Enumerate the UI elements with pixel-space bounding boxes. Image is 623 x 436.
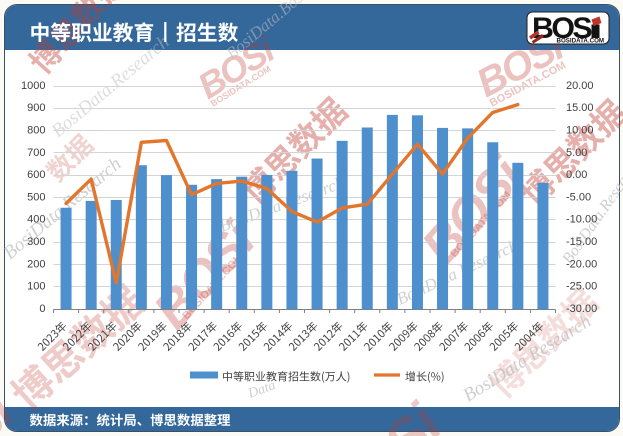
- svg-text:20.00: 20.00: [566, 80, 594, 92]
- svg-text:900: 900: [27, 102, 45, 114]
- svg-text:0: 0: [39, 303, 45, 315]
- svg-text:BOSIDATA.COM: BOSIDATA.COM: [557, 38, 605, 45]
- svg-text:-20.00: -20.00: [566, 258, 597, 270]
- svg-text:BosiData Research: BosiData Research: [460, 311, 595, 406]
- svg-text:500: 500: [27, 191, 45, 203]
- svg-text:700: 700: [27, 147, 45, 159]
- svg-text:-30.00: -30.00: [566, 303, 597, 315]
- svg-text:200: 200: [27, 258, 45, 270]
- svg-text:15.00: 15.00: [566, 102, 594, 114]
- svg-text:10.00: 10.00: [566, 125, 594, 137]
- svg-text:-25.00: -25.00: [566, 281, 597, 293]
- svg-text:800: 800: [27, 125, 45, 137]
- svg-text:100: 100: [27, 281, 45, 293]
- svg-text:5.00: 5.00: [566, 147, 587, 159]
- svg-text:Si: Si: [371, 391, 456, 436]
- svg-text:400: 400: [27, 214, 45, 226]
- svg-text:0.00: 0.00: [566, 169, 587, 181]
- svg-text:BOSi: BOSi: [0, 85, 8, 208]
- svg-text:BOS: BOS: [532, 12, 592, 45]
- svg-text:-5.00: -5.00: [566, 191, 591, 203]
- svg-text:300: 300: [27, 236, 45, 248]
- svg-text:600: 600: [27, 169, 45, 181]
- svg-text:Data: Data: [245, 378, 277, 402]
- svg-text:-15.00: -15.00: [566, 236, 597, 248]
- svg-text:-10.00: -10.00: [566, 214, 597, 226]
- svg-text:1000: 1000: [21, 80, 45, 92]
